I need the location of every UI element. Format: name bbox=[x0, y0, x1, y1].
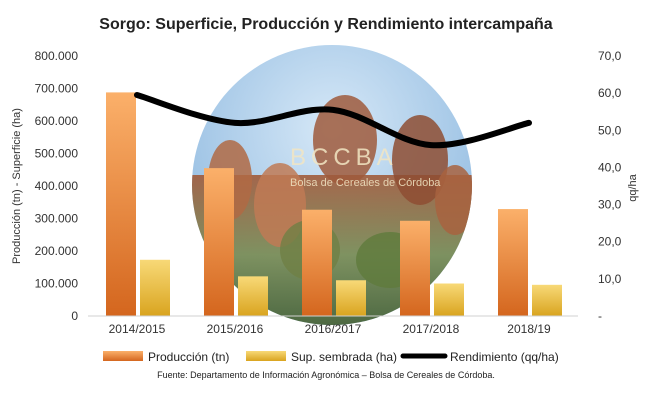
category-labels: 2014/2015 2015/2016 2016/2017 2017/2018 2018… bbox=[109, 322, 551, 336]
legend-swatch-produccion bbox=[103, 351, 143, 361]
right-tick-label: 50,0 bbox=[598, 123, 622, 137]
left-tick-label: 500.000 bbox=[35, 147, 79, 161]
bar-sup-sembrada bbox=[434, 283, 464, 316]
right-tick-label: 30,0 bbox=[598, 198, 622, 212]
bar-produccion bbox=[400, 220, 430, 316]
left-tick-label: 200.000 bbox=[35, 244, 79, 258]
bars bbox=[106, 92, 562, 317]
right-tick-label: 60,0 bbox=[598, 86, 622, 100]
bar-sup-sembrada bbox=[532, 284, 562, 316]
left-tick-label: 600.000 bbox=[35, 114, 79, 128]
bar-sup-sembrada bbox=[336, 280, 366, 316]
category-label: 2018/19 bbox=[507, 322, 551, 336]
category-label: 2015/2016 bbox=[207, 322, 264, 336]
chart-title: Sorgo: Superficie, Producción y Rendimie… bbox=[99, 16, 553, 33]
legend-label-sup: Sup. sembrada (ha) bbox=[291, 350, 397, 364]
category-label: 2016/2017 bbox=[305, 322, 362, 336]
category-label: 2017/2018 bbox=[403, 322, 460, 336]
left-axis-ticks: 0 100.000 200.000 300.000 400.000 500.000 600.… bbox=[35, 49, 79, 323]
left-tick-label: 300.000 bbox=[35, 212, 79, 226]
bar-produccion bbox=[302, 209, 332, 316]
right-tick-label: 20,0 bbox=[598, 235, 622, 249]
watermark: BCCBA Bolsa de Cereales de Córdoba bbox=[290, 144, 441, 189]
right-tick-label: 10,0 bbox=[598, 272, 622, 286]
left-tick-label: 0 bbox=[71, 309, 78, 323]
category-label: 2014/2015 bbox=[109, 322, 166, 336]
right-tick-label: - bbox=[598, 309, 602, 323]
bar-sup-sembrada bbox=[140, 259, 170, 316]
legend-label-rendimiento: Rendimiento (qq/ha) bbox=[450, 350, 559, 364]
legend-swatch-sup bbox=[246, 351, 286, 361]
source-note: Fuente: Departamento de Información Agro… bbox=[157, 370, 495, 380]
rendimiento-line bbox=[134, 92, 532, 149]
watermark-name: BCCBA bbox=[290, 144, 398, 171]
left-tick-label: 800.000 bbox=[35, 49, 79, 63]
right-tick-label: 40,0 bbox=[598, 160, 622, 174]
right-axis-label: qq/ha bbox=[627, 173, 639, 201]
bar-produccion bbox=[106, 92, 136, 317]
left-tick-label: 100.000 bbox=[35, 277, 79, 291]
watermark-subtitle: Bolsa de Cereales de Córdoba bbox=[290, 177, 441, 189]
right-tick-label: 70,0 bbox=[598, 49, 622, 63]
right-axis-ticks: - 10,0 20,0 30,0 40,0 50,0 60,0 70,0 bbox=[598, 49, 622, 323]
legend: Producción (tn) Sup. sembrada (ha) Rendi… bbox=[103, 350, 559, 364]
bar-produccion bbox=[204, 168, 234, 316]
bar-sup-sembrada bbox=[238, 276, 268, 316]
left-tick-label: 700.000 bbox=[35, 82, 79, 96]
rendimiento-line-layer bbox=[134, 92, 532, 149]
left-axis-label: Producción (tn) - Superficie (ha) bbox=[11, 108, 23, 264]
bar-produccion bbox=[498, 209, 528, 316]
legend-label-produccion: Producción (tn) bbox=[148, 350, 229, 364]
left-tick-label: 400.000 bbox=[35, 179, 79, 193]
